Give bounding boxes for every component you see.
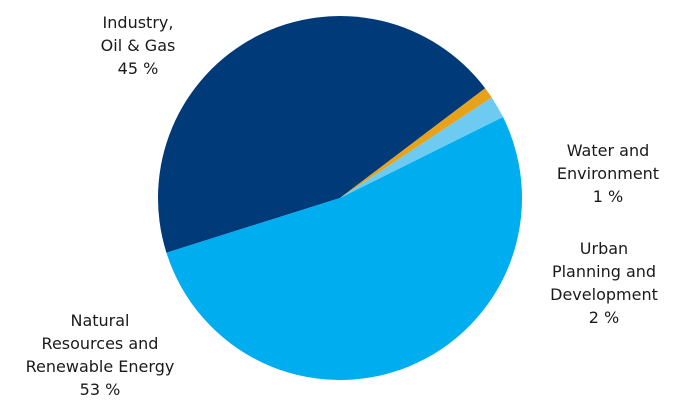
label-water-line1: Water and — [566, 141, 650, 160]
label-urban-line2: Planning and — [551, 262, 657, 281]
pie-slices — [157, 16, 523, 381]
label-natural-resources: Natural Resources and Renewable Energy 5… — [0, 309, 200, 401]
label-urban-planning: Urban Planning and Development 2 % — [534, 237, 674, 329]
label-industry-line1: Industry, — [102, 13, 174, 32]
label-water-environment: Water and Environment 1 % — [540, 139, 676, 208]
label-water-line2: Environment — [556, 164, 660, 183]
label-urban-line1: Urban — [579, 239, 629, 258]
label-natural-line1: Natural — [70, 311, 130, 330]
pie-slice-industry-oil-gas — [157, 16, 486, 253]
pie-slice-natural-resources-and-renewable-energy — [166, 117, 523, 381]
label-water-pct: 1 % — [592, 187, 624, 206]
label-urban-pct: 2 % — [588, 308, 620, 327]
pie-slice-urban-planning-and-development — [340, 97, 503, 198]
label-natural-pct: 53 % — [79, 380, 121, 399]
label-industry-oil-gas: Industry, Oil & Gas 45 % — [78, 11, 198, 80]
label-industry-pct: 45 % — [117, 59, 159, 78]
pie-slice-water-and-environment — [340, 88, 492, 198]
label-natural-line2: Resources and — [41, 334, 159, 353]
label-industry-line2: Oil & Gas — [100, 36, 176, 55]
label-urban-line3: Development — [550, 285, 658, 304]
label-natural-line3: Renewable Energy — [25, 357, 175, 376]
